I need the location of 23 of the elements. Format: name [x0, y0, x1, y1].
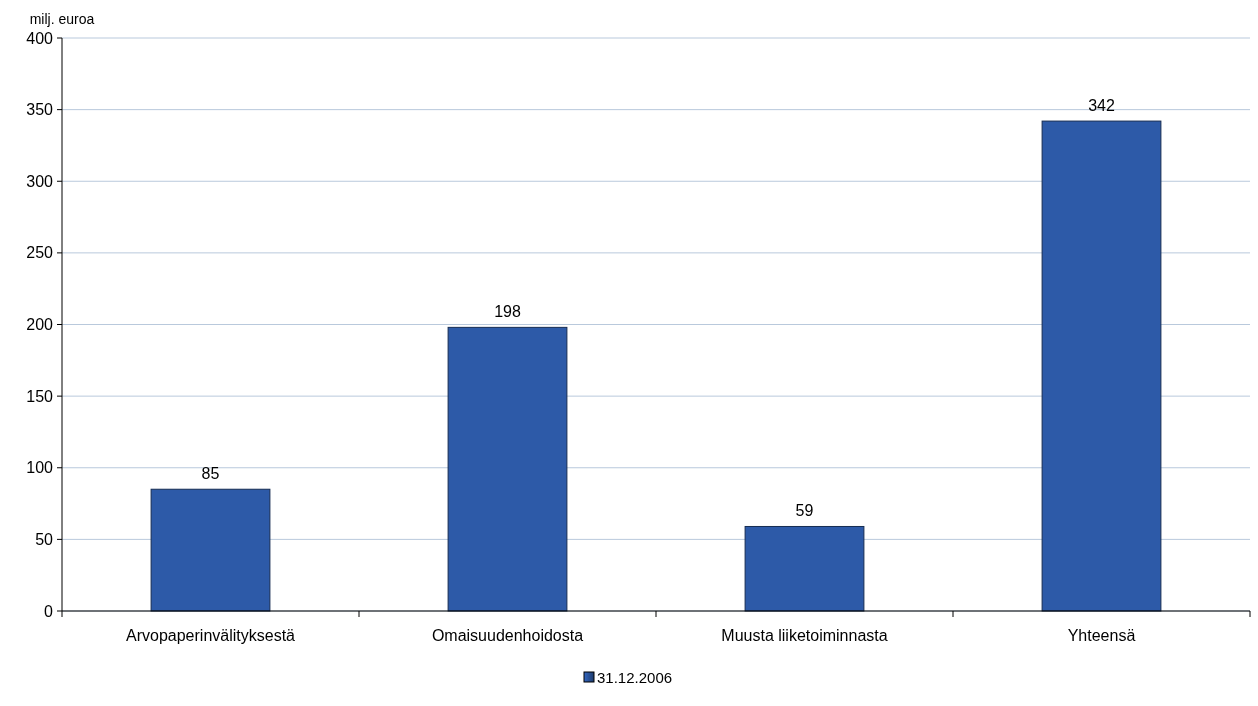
y-tick-label: 50 — [35, 530, 54, 548]
x-tick-label: Omaisuudenhoidosta — [431, 627, 584, 644]
y-tick-label: 300 — [26, 172, 54, 190]
y-tick-label: 150 — [26, 387, 54, 405]
y-tick-label: 400 — [26, 29, 54, 47]
x-tick-label: Muusta liiketoiminnasta — [721, 627, 888, 644]
legend-label: 31.12.2006 — [597, 669, 673, 687]
y-tick-label: 0 — [44, 602, 54, 620]
x-tick-label: Arvopaperinvälityksestä — [126, 627, 296, 644]
data-label: 59 — [795, 502, 814, 520]
y-axis-title: milj. euroa — [29, 11, 95, 27]
bar — [447, 326, 568, 612]
y-tick-label: 250 — [26, 244, 54, 262]
y-tick-label: 200 — [26, 316, 54, 334]
y-tick-label: 100 — [26, 459, 54, 477]
data-label: 85 — [201, 465, 220, 483]
bar — [150, 488, 271, 612]
bar — [744, 525, 865, 612]
data-label: 198 — [494, 303, 521, 321]
bar — [1041, 120, 1162, 612]
x-tick-label: Yhteensä — [1067, 627, 1136, 644]
data-label: 342 — [1088, 97, 1115, 115]
y-tick-label: 350 — [26, 101, 54, 119]
